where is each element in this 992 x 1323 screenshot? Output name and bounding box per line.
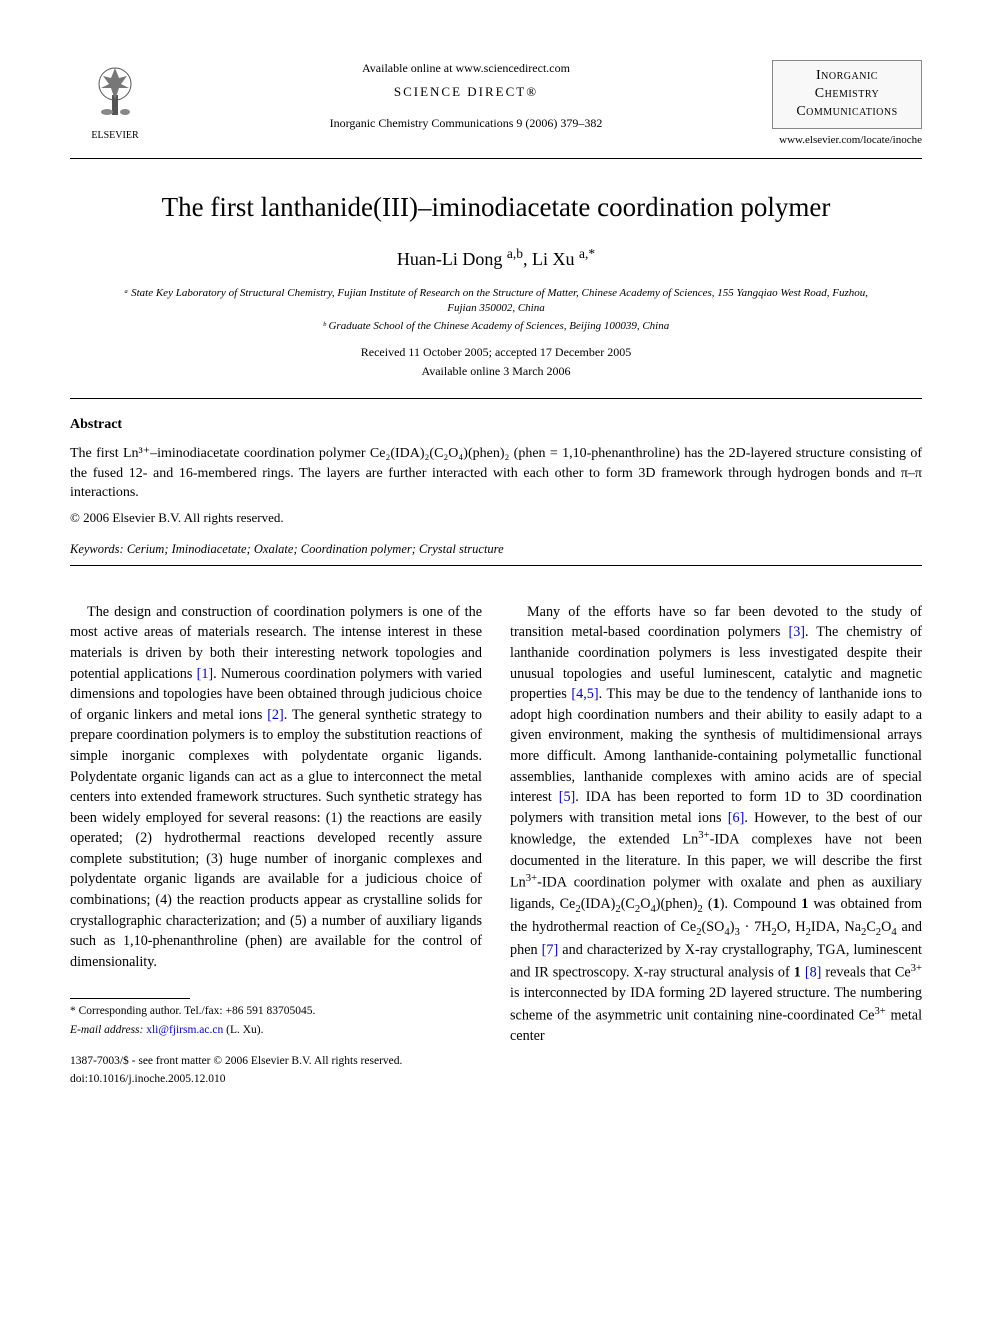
abstract-heading: Abstract <box>70 415 922 435</box>
header-center: Available online at www.sciencedirect.co… <box>160 60 772 136</box>
doi-line: doi:10.1016/j.inoche.2005.12.010 <box>70 1071 482 1088</box>
ref-link-5[interactable]: [5] <box>559 789 576 805</box>
online-date: Available online 3 March 2006 <box>70 363 922 380</box>
issn-line: 1387-7003/$ - see front matter © 2006 El… <box>70 1053 482 1070</box>
ref-link-7[interactable]: [7] <box>542 942 559 958</box>
journal-title-box: Inorganic Chemistry Communications <box>772 60 922 129</box>
authors: Huan-Li Dong a,b, Li Xu a,* <box>70 245 922 272</box>
ref-link-6[interactable]: [6] <box>728 810 745 826</box>
email-link[interactable]: xli@fjirsm.ac.cn <box>146 1024 223 1036</box>
locate-url[interactable]: www.elsevier.com/locate/inoche <box>772 133 922 148</box>
abstract-bottom-rule <box>70 565 922 566</box>
corresponding-footer: * Corresponding author. Tel./fax: +86 59… <box>70 998 482 1088</box>
col1-para1: The design and construction of coordinat… <box>70 602 482 973</box>
keywords-line: Keywords: Cerium; Iminodiacetate; Oxalat… <box>70 541 922 559</box>
ref-link-3[interactable]: [3] <box>788 624 805 640</box>
col2-para1: Many of the efforts have so far been dev… <box>510 602 922 1047</box>
abstract-top-rule <box>70 398 922 399</box>
footer-rule <box>70 998 190 999</box>
ref-link-2[interactable]: [2] <box>267 707 284 723</box>
email-line: E-mail address: xli@fjirsm.ac.cn (L. Xu)… <box>70 1022 482 1039</box>
elsevier-tree-icon <box>85 60 145 120</box>
email-label: E-mail address: <box>70 1024 143 1036</box>
affiliation-b: ᵇ Graduate School of the Chinese Academy… <box>70 319 922 334</box>
science-direct-text: SCIENCE DIRECT® <box>394 84 538 99</box>
affiliation-a: ᵃ State Key Laboratory of Structural Che… <box>70 286 922 317</box>
keywords-list: Cerium; Iminodiacetate; Oxalate; Coordin… <box>127 542 504 556</box>
ref-link-4-5[interactable]: [4,5] <box>571 686 598 702</box>
journal-reference: Inorganic Chemistry Communications 9 (20… <box>180 115 752 132</box>
ref-link-1[interactable]: [1] <box>197 666 214 682</box>
science-direct-logo: SCIENCE DIRECT® <box>180 83 752 101</box>
article-title: The first lanthanide(III)–iminodiacetate… <box>70 189 922 227</box>
email-author: (L. Xu). <box>226 1024 263 1036</box>
journal-box-line1: Inorganic <box>777 67 917 85</box>
corresponding-author: * Corresponding author. Tel./fax: +86 59… <box>70 1003 482 1020</box>
body-columns: The design and construction of coordinat… <box>70 602 922 1090</box>
available-online-text: Available online at www.sciencedirect.co… <box>180 60 752 77</box>
ref-link-8[interactable]: [8] <box>805 964 822 980</box>
publisher-logo: ELSEVIER <box>70 60 160 143</box>
journal-box-line3: Communications <box>777 103 917 121</box>
received-date: Received 11 October 2005; accepted 17 De… <box>70 344 922 361</box>
journal-box-line2: Chemistry <box>777 85 917 103</box>
header-rule <box>70 158 922 159</box>
column-right: Many of the efforts have so far been dev… <box>510 602 922 1090</box>
journal-box-wrapper: Inorganic Chemistry Communications www.e… <box>772 60 922 150</box>
publisher-name: ELSEVIER <box>70 129 160 143</box>
column-left: The design and construction of coordinat… <box>70 602 482 1090</box>
abstract-text: The first Ln³⁺–iminodiacetate coordinati… <box>70 444 922 503</box>
keywords-label: Keywords: <box>70 542 124 556</box>
header-row: ELSEVIER Available online at www.science… <box>70 60 922 150</box>
abstract-copyright: © 2006 Elsevier B.V. All rights reserved… <box>70 509 922 527</box>
